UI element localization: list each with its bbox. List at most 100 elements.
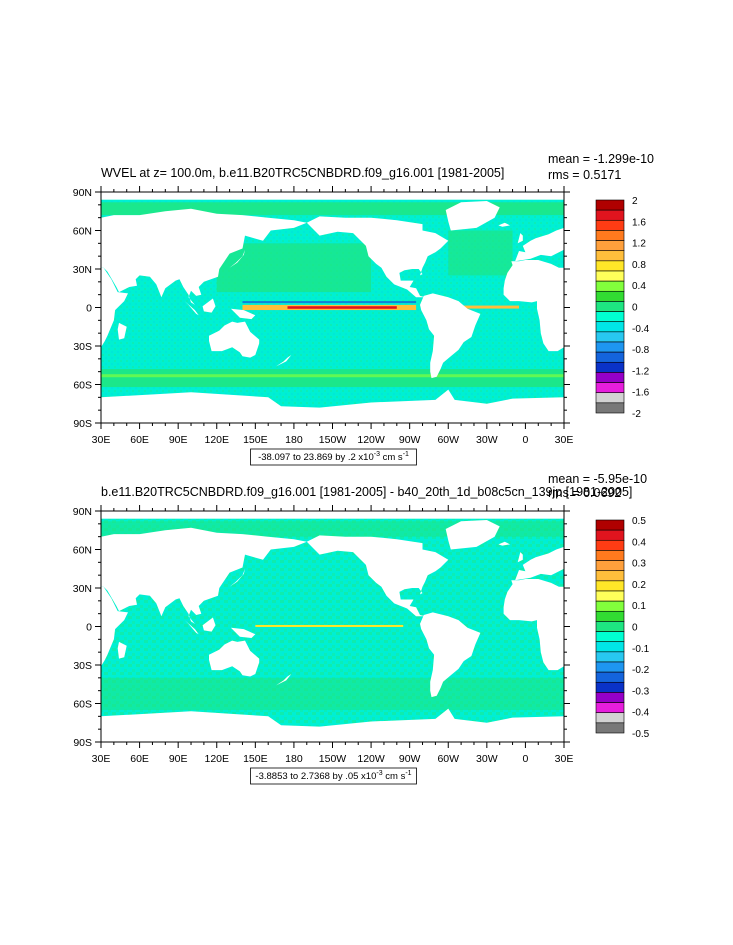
x-tick-label: 150W (319, 434, 347, 446)
colorbar-swatch (595, 402, 625, 414)
x-tick-label: 60E (130, 434, 149, 446)
colorbar-swatch (595, 590, 625, 602)
colorbar-label: -1.2 (632, 366, 650, 377)
equatorial-downwelling (242, 301, 417, 304)
colorbar-swatch (595, 240, 625, 252)
colorbar-swatch (595, 539, 625, 551)
colorbar-swatch (595, 641, 625, 653)
y-tick-label: 30N (73, 264, 92, 276)
range-note-box (250, 448, 417, 466)
x-tick-label: 180 (285, 753, 303, 765)
land-mass (306, 216, 449, 298)
no-data-north (101, 511, 564, 519)
colorbar-label: -0.5 (632, 729, 650, 740)
land-mass (101, 527, 307, 624)
land-mass (101, 208, 307, 305)
colorbar-swatch (595, 392, 625, 404)
colorbar-swatch (595, 671, 625, 683)
range-note-unit: cm s (380, 452, 403, 463)
land-mass (101, 389, 564, 423)
y-tick-label: 90N (73, 506, 92, 518)
colorbar-swatch (595, 290, 625, 302)
x-tick-label: 90E (169, 753, 188, 765)
atlantic-upwelling (448, 305, 519, 309)
x-tick-label: 30E (92, 434, 111, 446)
mean-label: mean = -5.95e-10 (548, 472, 647, 486)
top-map-panel: WVEL at z= 100.0m, b.e11.B20TRC5CNBDRD.f… (73, 152, 654, 466)
land-mass (101, 708, 564, 742)
land-mass (306, 535, 449, 617)
colorbar-swatch (595, 321, 625, 333)
x-tick-label: 120E (204, 753, 229, 765)
x-tick-label: 30E (92, 753, 111, 765)
x-tick-label: 30W (476, 753, 498, 765)
land-mass (275, 355, 292, 367)
y-tick-label: 30S (73, 341, 92, 353)
colorbar-swatch (595, 382, 625, 394)
colorbar-label: 0.8 (632, 260, 646, 271)
colorbar-label: -2 (632, 409, 641, 420)
colorbar-swatch (595, 580, 625, 592)
colorbar-swatch (595, 331, 625, 343)
y-tick-label: 60S (73, 699, 92, 711)
colorbar-swatch (595, 560, 625, 572)
colorbar-label: 0.4 (632, 537, 646, 548)
y-tick-label: 60S (73, 380, 92, 392)
y-tick-label: 90N (73, 187, 92, 199)
range-note: -3.8853 to 2.7368 by .05 x10-3 cm s-1 (255, 770, 411, 782)
x-tick-label: 120E (204, 434, 229, 446)
southern-ocean-band (101, 374, 564, 378)
colorbar-swatch (595, 270, 625, 282)
land-mass (275, 674, 292, 686)
colorbar-label: -0.8 (632, 345, 650, 356)
colorbar-label: 1.2 (632, 239, 646, 250)
colorbar-label: 0.3 (632, 559, 646, 570)
x-tick-label: 180 (285, 434, 303, 446)
range-note: -38.097 to 23.869 by .2 x10-3 cm s-1 (258, 451, 409, 463)
colorbar-swatch (595, 250, 625, 262)
range-note-base: -38.097 to 23.869 by .2 x10 (258, 452, 374, 463)
colorbar-swatch (595, 600, 625, 612)
land-mass (515, 227, 564, 262)
land-mass (498, 541, 510, 546)
colorbar-label: 0.4 (632, 281, 646, 292)
map-area (101, 511, 564, 742)
colorbar-swatch (595, 519, 625, 531)
range-note-exponent: -3 (376, 770, 382, 777)
land-mass (420, 612, 481, 698)
land-mass (515, 546, 564, 581)
range-note-unit-exponent: -1 (405, 770, 411, 777)
colorbar-swatch (595, 199, 625, 211)
colorbar-swatch (595, 301, 625, 312)
colorbar-swatch (595, 311, 625, 323)
southern-ocean-band (101, 677, 564, 710)
land-mass (184, 620, 199, 635)
colorbar-label: -0.1 (632, 644, 650, 655)
land-mass (503, 260, 564, 352)
x-tick-label: 60W (437, 753, 459, 765)
mean-label: mean = -1.299e-10 (548, 152, 654, 166)
land-mass (117, 641, 127, 659)
range-note-unit: cm s (383, 771, 406, 782)
north-atlantic-band (448, 230, 513, 276)
colorbar-label: 2 (632, 196, 638, 207)
colorbar-label: 0.1 (632, 601, 646, 612)
rms-label: rms = 0.5171 (548, 168, 621, 182)
x-tick-label: 150W (319, 753, 347, 765)
x-tick-label: 30E (555, 434, 574, 446)
colorbar-label: 0.2 (632, 580, 646, 591)
colorbar-swatch (595, 361, 625, 373)
range-note-box (250, 767, 417, 785)
y-tick-label: 60N (73, 226, 92, 238)
land-mass (445, 520, 500, 550)
colorbar-label: -0.3 (632, 686, 650, 697)
colorbar-swatch (595, 550, 625, 561)
land-mass (209, 321, 260, 358)
colorbar-swatch (595, 351, 625, 363)
y-tick-label: 30S (73, 660, 92, 672)
colorbar-swatch (595, 712, 625, 724)
colorbar-label: 0 (632, 303, 638, 314)
north-pacific-band (216, 243, 372, 293)
colorbar-swatch (595, 610, 625, 622)
